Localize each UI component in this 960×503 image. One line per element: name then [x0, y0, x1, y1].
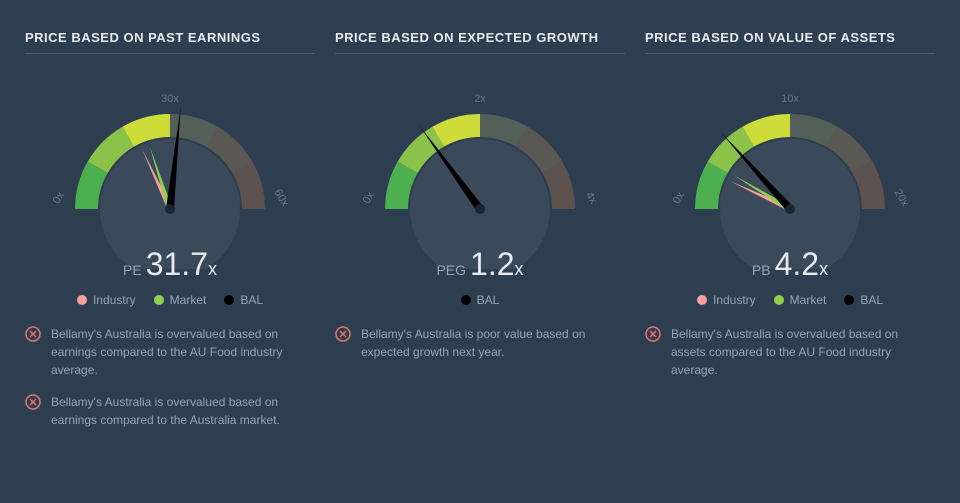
metric-label: PE [123, 262, 142, 278]
note-text: Bellamy's Australia is overvalued based … [671, 325, 935, 379]
metric-suffix: x [208, 259, 217, 279]
legend-item: BAL [844, 293, 883, 307]
legend-item: BAL [224, 293, 263, 307]
value-row: PEG1.2x [335, 246, 625, 283]
metric-label: PEG [436, 262, 466, 278]
legend-dot [844, 295, 854, 305]
metric-suffix: x [819, 259, 828, 279]
valuation-panel: PRICE BASED ON PAST EARNINGS 0x 30x 60x PE… [25, 30, 315, 473]
legend-item: Industry [697, 293, 756, 307]
legend-dot [154, 295, 164, 305]
panel-title: PRICE BASED ON VALUE OF ASSETS [645, 30, 935, 45]
legend-dot [697, 295, 707, 305]
valuation-panel: PRICE BASED ON EXPECTED GROWTH 0x 2x 4x PE… [335, 30, 625, 473]
valuation-note: Bellamy's Australia is overvalued based … [25, 393, 315, 429]
metric-label: PB [752, 262, 771, 278]
metric-suffix: x [515, 259, 524, 279]
close-circle-icon [335, 326, 351, 342]
divider [645, 53, 935, 54]
gauge-wrap: 0x 30x 60x [25, 74, 315, 274]
svg-text:20x: 20x [892, 187, 912, 209]
close-circle-icon [25, 326, 41, 342]
metric-value: 4.2 [775, 246, 819, 282]
legend-dot [224, 295, 234, 305]
panel-title: PRICE BASED ON EXPECTED GROWTH [335, 30, 625, 45]
valuation-note: Bellamy's Australia is overvalued based … [25, 325, 315, 379]
legend-label: BAL [240, 293, 263, 307]
metric-value: 31.7 [146, 246, 208, 282]
svg-text:60x: 60x [272, 187, 292, 209]
svg-text:4x: 4x [583, 190, 599, 206]
close-circle-icon [645, 326, 661, 342]
legend-dot [77, 295, 87, 305]
gauge-chart: 0x 30x 60x [30, 79, 310, 269]
svg-text:10x: 10x [781, 93, 799, 105]
legend-label: Industry [713, 293, 756, 307]
value-row: PB4.2x [645, 246, 935, 283]
divider [335, 53, 625, 54]
legend-label: Industry [93, 293, 136, 307]
gauge-wrap: 0x 10x 20x [645, 74, 935, 274]
legend-label: Market [170, 293, 207, 307]
legend: Industry Market BAL [25, 293, 315, 307]
svg-text:2x: 2x [474, 93, 486, 105]
legend-item: BAL [461, 293, 500, 307]
svg-text:0x: 0x [671, 190, 687, 206]
notes-list: Bellamy's Australia is overvalued based … [25, 325, 315, 429]
legend-dot [774, 295, 784, 305]
metric-value: 1.2 [470, 246, 514, 282]
note-text: Bellamy's Australia is overvalued based … [51, 325, 315, 379]
svg-text:0x: 0x [361, 190, 377, 206]
legend-label: Market [790, 293, 827, 307]
close-circle-icon [25, 394, 41, 410]
panel-title: PRICE BASED ON PAST EARNINGS [25, 30, 315, 45]
notes-list: Bellamy's Australia is overvalued based … [645, 325, 935, 379]
value-row: PE31.7x [25, 246, 315, 283]
legend: Industry Market BAL [645, 293, 935, 307]
legend-label: BAL [477, 293, 500, 307]
legend: BAL [335, 293, 625, 307]
legend-dot [461, 295, 471, 305]
valuation-note: Bellamy's Australia is overvalued based … [645, 325, 935, 379]
legend-label: BAL [860, 293, 883, 307]
gauge-chart: 0x 2x 4x [340, 79, 620, 269]
legend-item: Market [774, 293, 827, 307]
notes-list: Bellamy's Australia is poor value based … [335, 325, 625, 361]
svg-text:0x: 0x [51, 190, 67, 206]
valuation-panel: PRICE BASED ON VALUE OF ASSETS 0x10x20x … [645, 30, 935, 473]
legend-item: Market [154, 293, 207, 307]
svg-text:30x: 30x [161, 93, 179, 105]
valuation-note: Bellamy's Australia is poor value based … [335, 325, 625, 361]
gauge-wrap: 0x 2x 4x [335, 74, 625, 274]
gauge-chart: 0x 10x 20x [650, 79, 930, 269]
note-text: Bellamy's Australia is overvalued based … [51, 393, 315, 429]
note-text: Bellamy's Australia is poor value based … [361, 325, 625, 361]
divider [25, 53, 315, 54]
legend-item: Industry [77, 293, 136, 307]
